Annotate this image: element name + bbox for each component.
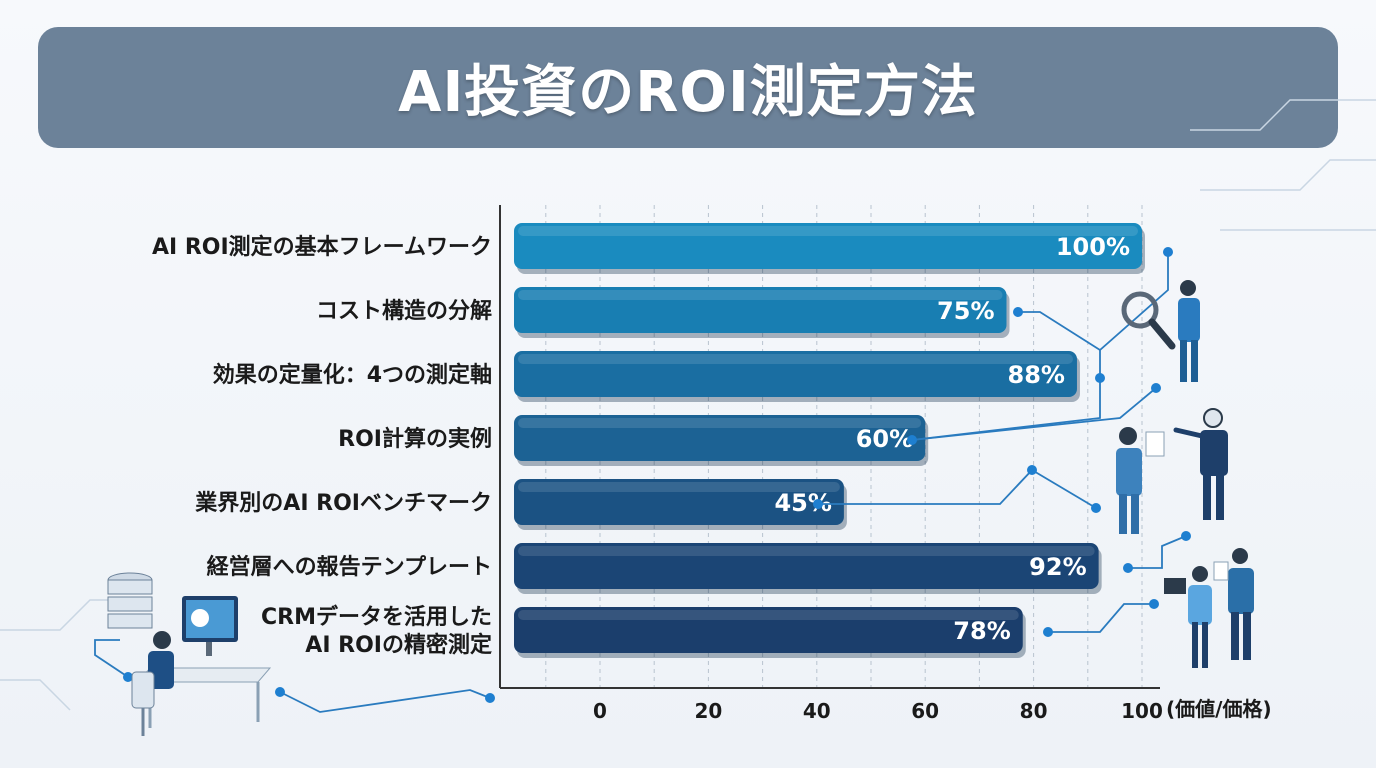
chart-title: AI投資のROI測定方法 [398, 60, 978, 125]
x-tick-label: 80 [1020, 699, 1048, 723]
bar-3 [514, 415, 926, 461]
category-label-2: 効果の定量化：4つの測定軸 [212, 363, 492, 388]
bar-6 [514, 607, 1023, 653]
category-label-6: CRMデータを活用した AI ROIの精密測定 [261, 605, 492, 658]
x-tick-label: 40 [803, 699, 831, 723]
category-label-5: 経営層への報告テンプレート [206, 555, 492, 580]
category-label-4: 業界別のAI ROIベンチマーク [195, 491, 492, 516]
category-label-3: ROI計算の実例 [338, 427, 492, 452]
bar-value-label-1: 75% [937, 297, 994, 325]
bar-value-label-5: 92% [1029, 553, 1086, 581]
category-label-0: AI ROI測定の基本フレームワーク [151, 235, 492, 260]
bar-value-label-2: 88% [1008, 361, 1065, 389]
bar-highlight [518, 482, 840, 492]
title-banner: AI投資のROI測定方法 [38, 27, 1338, 148]
bar-1 [514, 287, 1007, 333]
bar-highlight [518, 546, 1095, 556]
x-axis-label: (価値/価格) [1166, 697, 1272, 721]
bar-5 [514, 543, 1099, 589]
category-label-1: コスト構造の分解 [315, 299, 492, 324]
bar-highlight [518, 290, 1003, 300]
x-tick-label: 0 [593, 699, 607, 723]
bar-highlight [518, 226, 1138, 236]
bar-highlight [518, 418, 922, 428]
bar-4 [514, 479, 844, 525]
x-tick-label: 60 [911, 699, 939, 723]
x-tick-label: 100 [1121, 699, 1163, 723]
bar-value-label-0: 100% [1056, 233, 1130, 261]
bar-highlight [518, 354, 1073, 364]
bar-value-label-3: 60% [856, 425, 913, 453]
bar-value-label-4: 45% [774, 489, 831, 517]
bar-0 [514, 223, 1142, 269]
x-tick-label: 20 [694, 699, 722, 723]
bar-value-label-6: 78% [953, 617, 1010, 645]
bar-highlight [518, 610, 1019, 620]
